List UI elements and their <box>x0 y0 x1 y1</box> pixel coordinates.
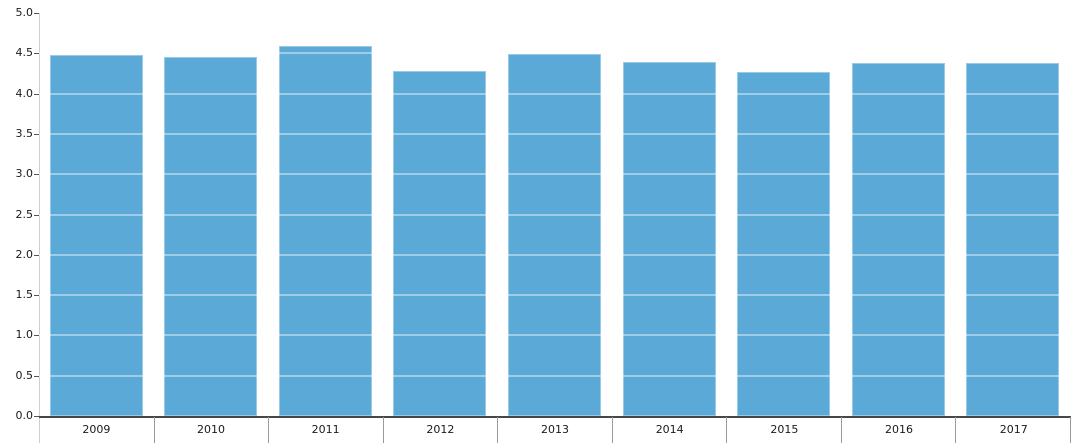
x-axis-label-2013: 2013 <box>541 423 570 436</box>
bar-2015[interactable] <box>737 71 831 416</box>
y-axis-tick-mark <box>34 133 39 135</box>
x-axis-labels: 2009 2010 2011 2012 2013 2014 2015 2016 2017 <box>39 417 1071 443</box>
bar-slot-2017 <box>956 13 1071 416</box>
plot-area <box>39 13 1070 416</box>
y-axis-tick-mark <box>34 53 39 55</box>
x-axis-label-2016: 2016 <box>885 423 914 436</box>
y-axis-tick-mark <box>34 375 39 377</box>
y-axis-tick-label: 3.0 <box>15 167 34 181</box>
bar-slot-2014 <box>612 13 727 416</box>
y-axis-tick-label: 1.5 <box>15 288 34 302</box>
category-separator <box>382 417 384 443</box>
category-separator <box>611 417 613 443</box>
x-axis-line <box>39 416 1071 418</box>
bar-slot-2012 <box>383 13 498 416</box>
x-axis-label-2017: 2017 <box>999 423 1028 436</box>
y-axis-tick-mark <box>34 295 39 297</box>
x-axis-label-2015: 2015 <box>770 423 799 436</box>
bar-slot-2013 <box>497 13 612 416</box>
y-axis-tick-label: 4.5 <box>15 46 34 60</box>
y-axis-tick-label: 0.0 <box>15 409 34 422</box>
y-axis-tick-label: 4.0 <box>15 86 34 100</box>
y-axis-tick-mark <box>34 214 39 216</box>
y-axis-tick-label: 5.0 <box>15 6 34 19</box>
bar-2012[interactable] <box>393 71 487 416</box>
category-separator <box>153 417 155 443</box>
y-axis-tick-mark <box>34 93 39 95</box>
bar-2014[interactable] <box>622 62 716 416</box>
y-axis-tick-label: 1.0 <box>15 328 34 342</box>
category-separator <box>726 417 728 443</box>
bar-2010[interactable] <box>164 56 258 416</box>
y-axis-tick-mark <box>34 13 39 14</box>
x-axis-label-2009: 2009 <box>82 423 111 436</box>
bar-2017[interactable] <box>966 62 1060 416</box>
bar-2013[interactable] <box>508 54 602 416</box>
x-axis-label-2011: 2011 <box>311 423 340 436</box>
x-axis-label-2014: 2014 <box>655 423 684 436</box>
y-axis-tick-label: 2.0 <box>15 247 34 261</box>
bars-container <box>39 13 1070 416</box>
bar-slot-2009 <box>39 13 154 416</box>
y-axis-tick-mark <box>34 416 39 417</box>
bar-slot-2011 <box>268 13 383 416</box>
x-axis-label-2012: 2012 <box>426 423 455 436</box>
bar-2016[interactable] <box>851 62 945 416</box>
y-axis-line <box>39 13 40 443</box>
bar-slot-2015 <box>726 13 841 416</box>
bar-slot-2016 <box>841 13 956 416</box>
y-axis-tick-label: 2.5 <box>15 207 34 221</box>
category-separator <box>840 417 842 443</box>
category-separator <box>955 417 957 443</box>
x-axis-label-2010: 2010 <box>197 423 225 436</box>
bar-2009[interactable] <box>49 54 143 416</box>
category-separator <box>497 417 499 443</box>
category-separator <box>1070 417 1071 443</box>
y-axis-tick-mark <box>34 174 39 176</box>
category-separator <box>268 417 270 443</box>
y-axis-tick-mark <box>34 335 39 337</box>
y-axis-tick-label: 0.5 <box>15 368 34 382</box>
bar-slot-2010 <box>154 13 269 416</box>
y-axis-tick-mark <box>34 254 39 256</box>
y-axis-tick-label: 3.5 <box>15 126 34 140</box>
bar-2011[interactable] <box>278 46 372 416</box>
